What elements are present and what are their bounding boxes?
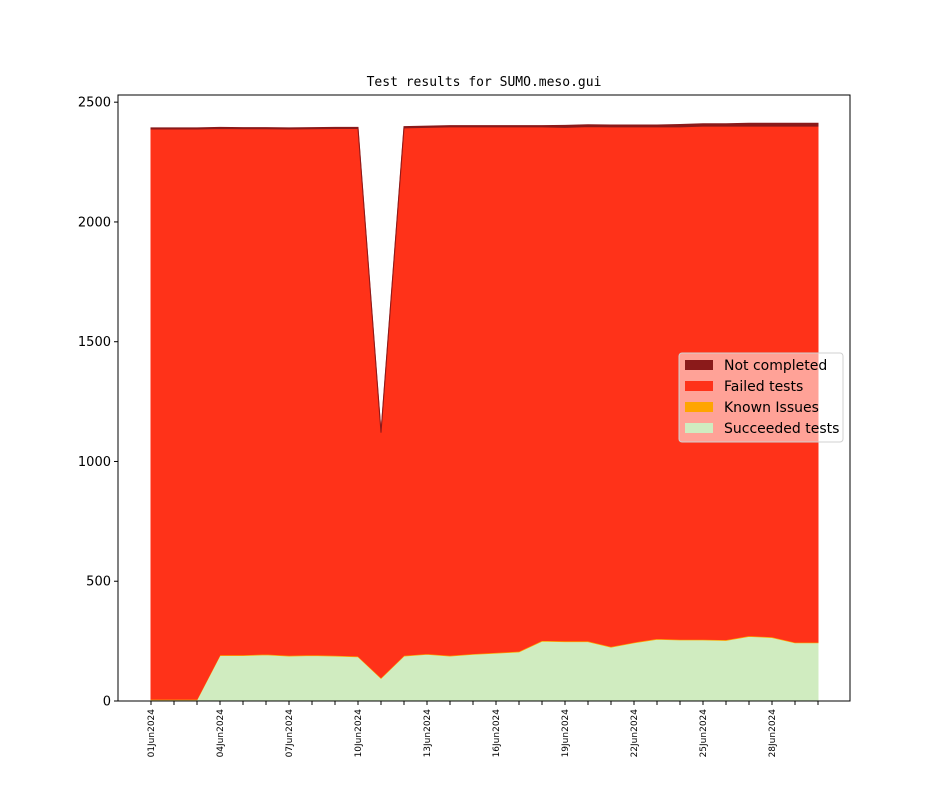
legend-swatch-not-completed	[685, 360, 713, 370]
legend: Not completed Failed tests Known Issues Suc…	[678, 352, 844, 443]
y-axis: 0 500 1000 1500 2000 2500	[78, 96, 118, 710]
legend-swatch-failed-tests	[685, 381, 713, 391]
y-tick-label: 0	[103, 695, 111, 710]
x-tick-label: 01Jun2024	[147, 709, 157, 758]
chart-title: Test results for SUMO.meso.gui	[367, 75, 602, 90]
y-tick-label: 500	[86, 575, 111, 590]
legend-label-succeeded-tests: Succeeded tests	[724, 421, 839, 437]
series-area-not-completed	[150, 122, 819, 433]
x-tick-label: 13Jun2024	[423, 709, 433, 758]
x-tick-label: 16Jun2024	[492, 709, 502, 758]
y-tick-label: 1500	[78, 335, 111, 350]
plot-frame	[117, 94, 851, 702]
y-tick-label: 2500	[78, 96, 111, 111]
x-tick-label: 07Jun2024	[285, 709, 295, 758]
x-tick-label: 04Jun2024	[216, 709, 226, 758]
legend-label-known-issues: Known Issues	[724, 400, 819, 416]
legend-box	[678, 352, 844, 443]
x-tick-label: 22Jun2024	[630, 709, 640, 758]
legend-label-not-completed: Not completed	[724, 358, 827, 374]
legend-label-failed-tests: Failed tests	[724, 379, 803, 395]
x-tick-label: 25Jun2024	[699, 709, 709, 758]
x-tick-label: 19Jun2024	[561, 709, 571, 758]
x-tick-label: 28Jun2024	[768, 709, 778, 758]
y-tick-label: 1000	[78, 455, 111, 470]
y-tick-label: 2000	[78, 215, 111, 230]
legend-swatch-succeeded-tests	[685, 423, 713, 433]
x-tick-label: 10Jun2024	[354, 709, 364, 758]
x-axis: 01Jun2024 04Jun2024 07Jun2024 10Jun2024 13Ju…	[147, 701, 819, 758]
legend-swatch-known-issues	[685, 402, 713, 412]
